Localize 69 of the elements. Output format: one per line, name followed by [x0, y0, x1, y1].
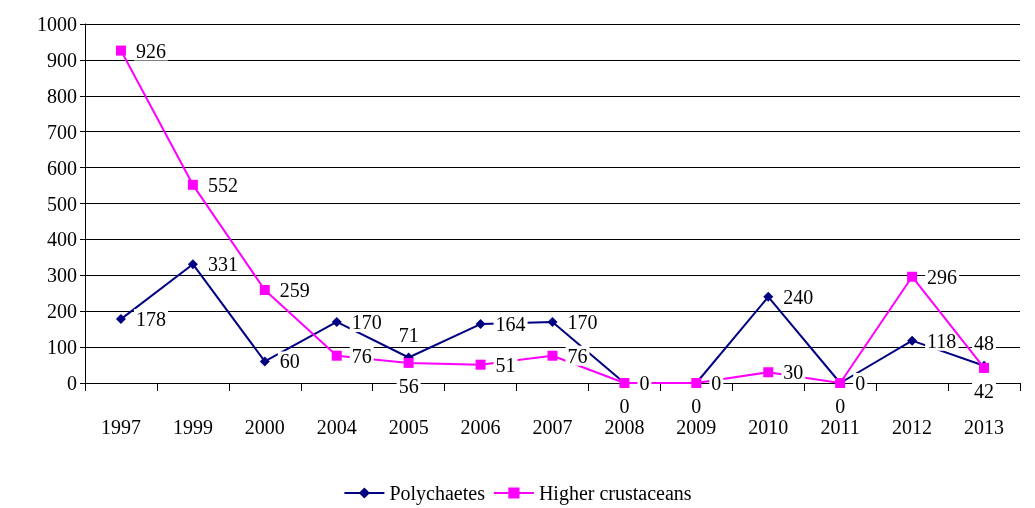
- point: [259, 285, 270, 296]
- data-label: 118: [927, 329, 957, 352]
- point: [547, 350, 558, 361]
- x-tick-label: 2005: [388, 416, 429, 438]
- y-tick-label: 0: [67, 372, 77, 394]
- x-tick-label: 2008: [604, 416, 645, 438]
- data-label: 56: [398, 374, 419, 397]
- point: [259, 356, 270, 367]
- x-tick-label: 2013: [964, 416, 1005, 438]
- point: [403, 357, 414, 368]
- y-tick-label: 200: [47, 300, 77, 323]
- point: [331, 350, 342, 361]
- data-label: 0: [711, 372, 722, 394]
- data-label: 42: [974, 379, 995, 402]
- data-label: 76: [351, 344, 372, 367]
- x-tick-label: 1997: [100, 416, 141, 438]
- data-label: 178: [135, 308, 166, 331]
- data-label: 71: [398, 323, 419, 346]
- data-label: 0: [835, 395, 846, 417]
- data-label: 331: [207, 253, 238, 276]
- y-tick-label: 800: [47, 84, 77, 107]
- data-label: 60: [279, 350, 300, 373]
- y-tick-label: 600: [47, 156, 77, 179]
- point: [187, 179, 198, 190]
- data-label: 0: [639, 372, 650, 394]
- y-tick-label: 900: [47, 48, 77, 71]
- y-tick-label: 700: [47, 120, 77, 143]
- data-label: 240: [783, 285, 814, 308]
- x-tick-label: 2007: [532, 416, 573, 438]
- x-tick-label: 2010: [748, 416, 789, 438]
- data-label: 170: [351, 310, 382, 333]
- data-label: 552: [207, 173, 238, 196]
- y-tick-label: 500: [47, 192, 77, 215]
- point: [907, 271, 918, 282]
- point: [187, 259, 198, 270]
- data-label: 30: [783, 361, 804, 384]
- data-label: 76: [567, 344, 588, 367]
- data-label: 51: [495, 353, 516, 376]
- legend-label: Polychaetes: [389, 482, 486, 505]
- y-tick-label: 300: [47, 264, 77, 287]
- data-label: 164: [495, 313, 526, 336]
- x-tick-label: 2009: [676, 416, 717, 438]
- data-label: 0: [855, 372, 866, 394]
- point: [331, 316, 342, 327]
- data-label: 0: [691, 395, 702, 417]
- point: [907, 335, 918, 346]
- data-label: 926: [135, 39, 166, 62]
- y-tick-label: 100: [47, 336, 77, 359]
- data-label: 296: [927, 265, 958, 288]
- x-tick-label: 2012: [892, 416, 933, 438]
- point: [475, 319, 486, 330]
- data-label: 259: [279, 279, 310, 302]
- data-label: 0: [619, 395, 630, 417]
- point: [115, 314, 126, 325]
- x-tick-label: 2006: [460, 416, 501, 438]
- data-label: 48: [974, 331, 995, 354]
- y-tick-label: 400: [47, 228, 77, 251]
- x-tick-label: 2004: [316, 416, 357, 438]
- legend-label: Higher crustaceans: [538, 482, 692, 505]
- x-tick-label: 2011: [820, 416, 860, 438]
- point: [763, 291, 774, 302]
- point: [547, 316, 558, 327]
- x-tick-label: 2000: [244, 416, 285, 438]
- x-tick-label: 1999: [172, 416, 213, 438]
- point: [475, 359, 486, 370]
- point: [115, 45, 126, 56]
- data-label: 170: [567, 310, 598, 333]
- y-tick-label: 1000: [37, 13, 77, 35]
- point: [763, 367, 774, 378]
